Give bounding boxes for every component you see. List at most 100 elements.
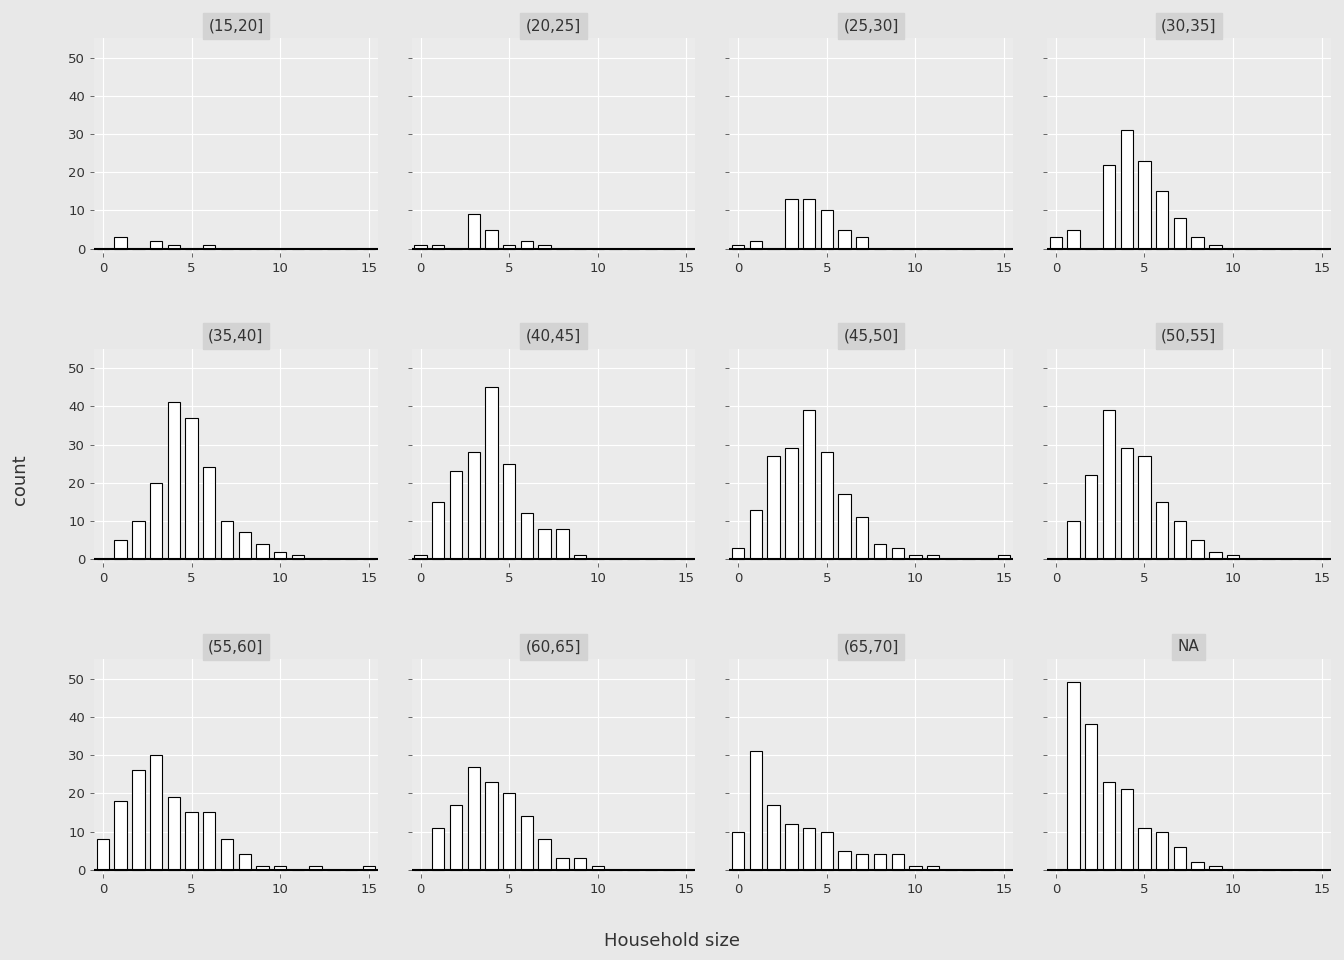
Title: (45,50]: (45,50] [844,328,899,344]
Title: (65,70]: (65,70] [844,639,899,654]
Bar [485,387,497,560]
Bar [274,552,286,560]
Bar [450,804,462,870]
Bar [238,533,251,560]
Bar [556,858,569,870]
Bar [821,452,833,560]
Bar [503,793,515,870]
Bar [468,766,480,870]
Bar [520,514,534,560]
Bar [431,502,445,560]
Bar [1085,725,1098,870]
Bar [1173,521,1187,560]
Bar [732,831,745,870]
Bar [1138,160,1150,249]
Bar [1067,683,1079,870]
Bar [414,556,427,560]
Bar [802,828,816,870]
Bar [220,839,234,870]
Bar [574,858,586,870]
Bar [1210,552,1222,560]
Bar [468,214,480,249]
Bar [732,245,745,249]
Bar [168,797,180,870]
Bar [1138,828,1150,870]
Bar [997,556,1011,560]
Bar [414,245,427,249]
Bar [185,418,198,560]
Bar [1138,456,1150,560]
Bar [556,529,569,560]
Bar [802,410,816,560]
Bar [785,448,797,560]
Bar [539,839,551,870]
Bar [1067,229,1079,249]
Text: count: count [11,455,30,505]
Bar [1191,862,1204,870]
Bar [891,548,905,560]
Bar [1173,218,1187,249]
Bar [1050,237,1062,249]
Bar [839,851,851,870]
Bar [468,452,480,560]
Bar [591,866,603,870]
Bar [1173,847,1187,870]
Bar [185,812,198,870]
Bar [1156,831,1168,870]
Bar [309,866,321,870]
Bar [503,464,515,560]
Bar [1103,410,1116,560]
Bar [151,241,163,249]
Bar [97,839,109,870]
Bar [485,781,497,870]
Bar [363,866,375,870]
Bar [856,517,868,560]
Bar [220,521,234,560]
Title: (55,60]: (55,60] [208,639,263,654]
Title: (20,25]: (20,25] [526,18,581,33]
Bar [485,229,497,249]
Bar [114,540,126,560]
Title: (35,40]: (35,40] [208,328,263,344]
Bar [168,402,180,560]
Title: (15,20]: (15,20] [208,18,263,33]
Bar [785,824,797,870]
Bar [874,544,886,560]
Bar [839,494,851,560]
Bar [1121,789,1133,870]
Bar [520,241,534,249]
Bar [839,229,851,249]
Bar [1227,556,1239,560]
Bar [1156,502,1168,560]
Bar [1067,521,1079,560]
Bar [274,866,286,870]
Bar [450,471,462,560]
Bar [151,756,163,870]
Bar [802,199,816,249]
Bar [168,245,180,249]
Title: (40,45]: (40,45] [526,328,581,344]
Title: (60,65]: (60,65] [526,639,581,654]
Bar [203,812,215,870]
Bar [203,245,215,249]
Bar [856,854,868,870]
Bar [574,556,586,560]
Bar [821,210,833,249]
Bar [750,241,762,249]
Bar [539,529,551,560]
Bar [891,854,905,870]
Bar [151,483,163,560]
Bar [750,510,762,560]
Bar [1121,448,1133,560]
Bar [767,804,780,870]
Bar [874,854,886,870]
Bar [1156,191,1168,249]
Bar [520,816,534,870]
Bar [257,866,269,870]
Bar [1103,164,1116,249]
Bar [1103,781,1116,870]
Bar [1191,237,1204,249]
Bar [503,245,515,249]
Bar [114,237,126,249]
Bar [910,556,922,560]
